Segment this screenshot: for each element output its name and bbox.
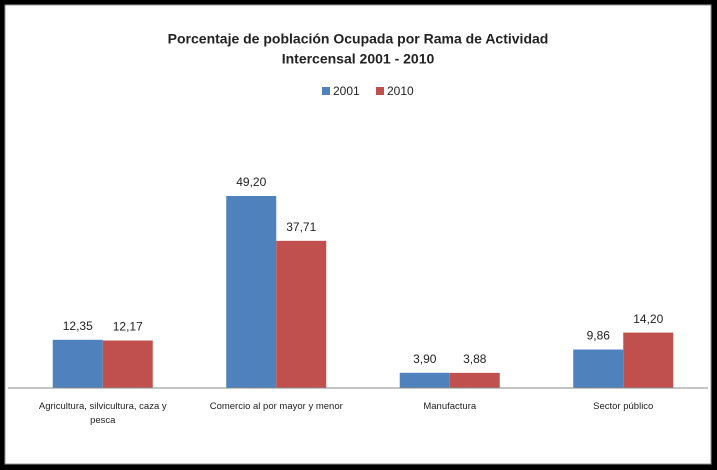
- x-tick-label: Manufactura: [423, 401, 477, 412]
- chart-subtitle: Intercensal 2001 - 2010: [282, 51, 435, 67]
- legend-label: 2010: [387, 84, 414, 98]
- value-label: 14,20: [633, 312, 663, 326]
- value-label: 3,88: [463, 352, 487, 366]
- bar: [399, 372, 450, 388]
- bar: [276, 240, 327, 388]
- legend-label: 2001: [333, 84, 360, 98]
- x-tick-label: Comercio al por mayor y menor: [209, 401, 343, 412]
- value-label: 37,71: [286, 220, 316, 234]
- bar: [226, 196, 277, 388]
- legend-swatch: [376, 87, 384, 95]
- chart-background: [4, 4, 712, 465]
- value-label: 12,17: [113, 320, 143, 334]
- x-tick-label: Sector público: [593, 401, 654, 412]
- bar: [449, 372, 500, 388]
- bar: [52, 339, 103, 388]
- value-label: 9,86: [587, 329, 611, 343]
- bar: [573, 349, 624, 388]
- value-label: 49,20: [236, 175, 266, 189]
- legend-swatch: [322, 87, 330, 95]
- chart-title: Porcentaje de población Ocupada por Rama…: [168, 31, 549, 47]
- bar: [623, 332, 674, 388]
- value-label: 3,90: [413, 352, 437, 366]
- value-label: 12,35: [63, 319, 93, 333]
- bar: [102, 340, 153, 388]
- x-tick-label: Agricultura, silvicultura, caza y pesca: [38, 401, 167, 426]
